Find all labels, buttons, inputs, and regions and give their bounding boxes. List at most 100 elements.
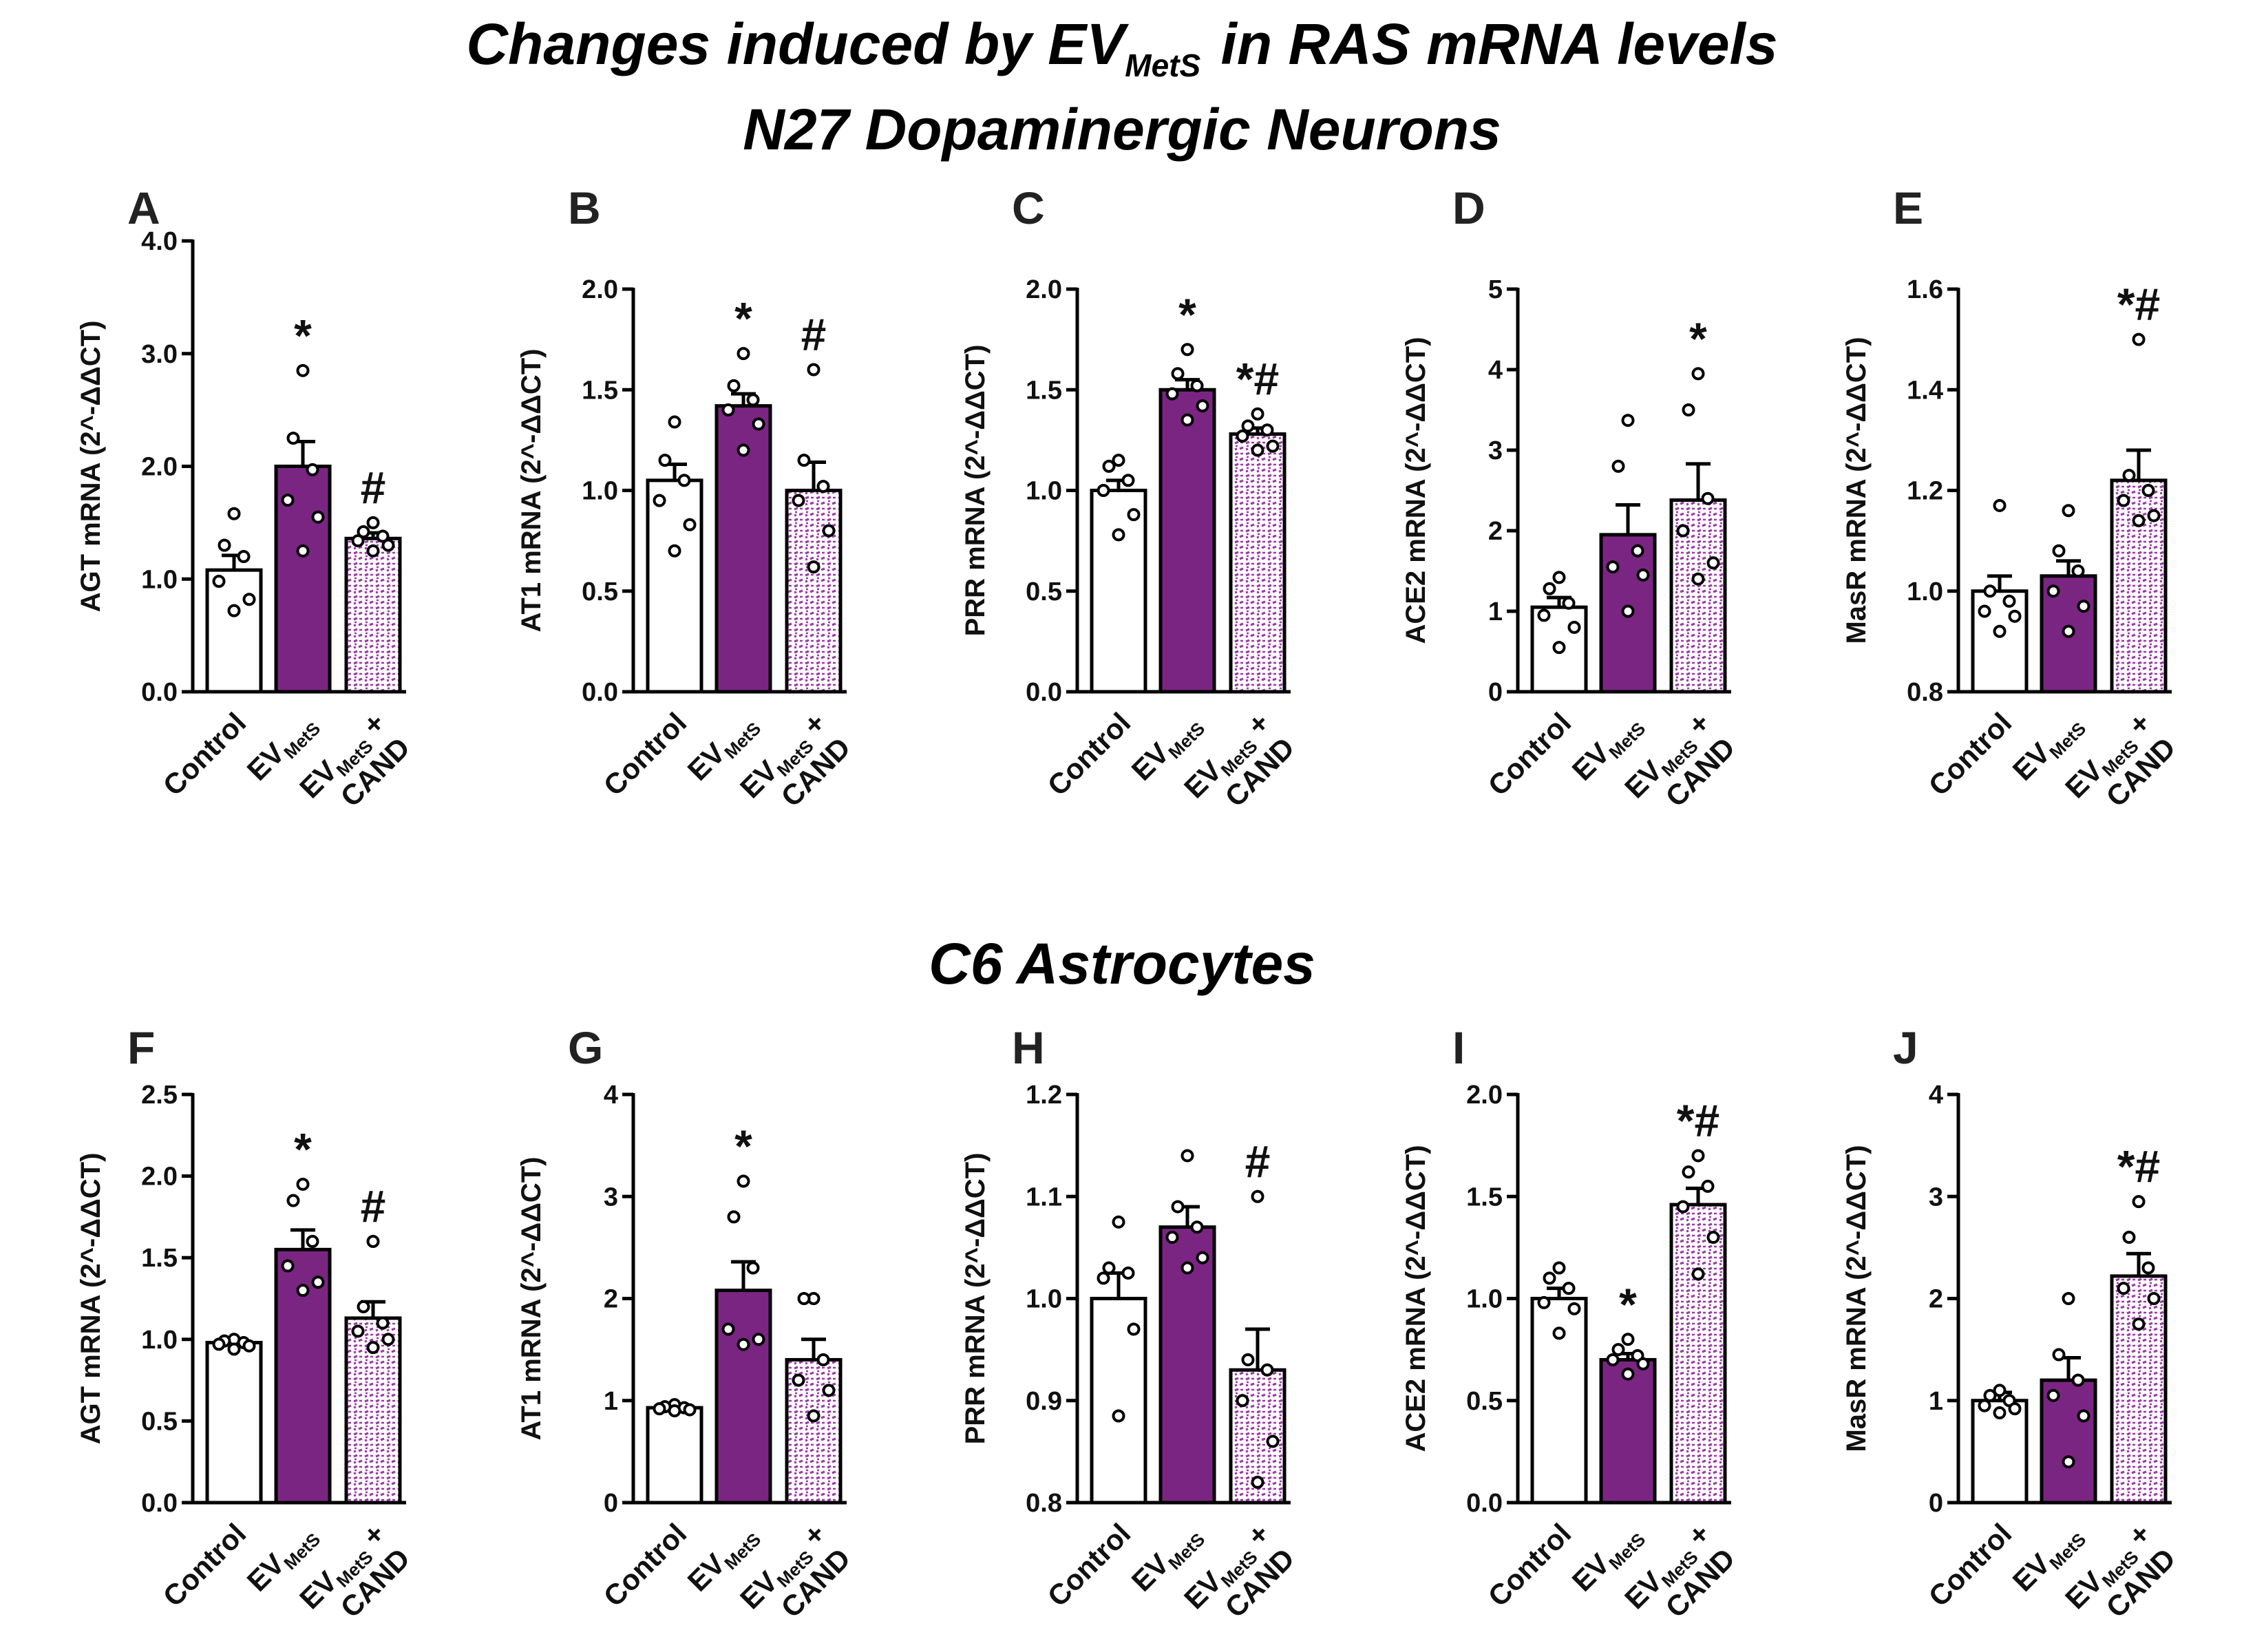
y-tick-label: 1.1 bbox=[1026, 1183, 1062, 1211]
significance-mark: # bbox=[1245, 1136, 1271, 1187]
data-point bbox=[1112, 1215, 1125, 1229]
data-point bbox=[1181, 1149, 1194, 1163]
data-point bbox=[2071, 564, 2085, 578]
data-point bbox=[366, 1341, 380, 1355]
significance-mark: # bbox=[361, 1180, 386, 1231]
data-point bbox=[1181, 413, 1194, 427]
data-point bbox=[1621, 414, 1635, 427]
data-point bbox=[381, 1333, 395, 1346]
data-point bbox=[1636, 1357, 1650, 1370]
data-point bbox=[227, 507, 241, 520]
y-tick-label: 2.0 bbox=[582, 275, 618, 304]
y-axis-label: AT1 mRNA (2^-ΔΔCT) bbox=[516, 349, 547, 633]
data-point bbox=[2008, 609, 2022, 623]
data-point bbox=[1181, 343, 1194, 357]
data-point bbox=[1606, 1353, 1620, 1366]
data-point bbox=[2147, 1292, 2161, 1305]
data-point bbox=[1621, 604, 1635, 618]
y-tick-label: 4 bbox=[1488, 356, 1503, 385]
data-point bbox=[816, 1353, 830, 1366]
data-point bbox=[1196, 399, 1209, 413]
data-point bbox=[1682, 403, 1695, 416]
y-axis-label: ACE2 mRNA (2^-ΔΔCT) bbox=[1401, 337, 1431, 644]
data-point bbox=[1112, 528, 1125, 542]
significance-mark: * bbox=[1689, 313, 1707, 364]
data-point bbox=[807, 363, 821, 377]
data-point bbox=[376, 529, 390, 543]
data-point bbox=[1260, 1363, 1274, 1377]
data-point bbox=[1190, 1220, 1204, 1234]
data-point bbox=[2141, 1261, 2155, 1275]
data-point bbox=[658, 454, 672, 467]
bar bbox=[1229, 432, 1287, 694]
data-point bbox=[1127, 508, 1141, 522]
panel-f: F 0.0 0.5 1.0 1.5 2.0 2.5 AGT mRNA (2^-ΔΔCT) Con… bbox=[76, 1022, 416, 1624]
y-tick-label: 1.0 bbox=[1907, 578, 1943, 606]
y-tick-label: 0.0 bbox=[582, 678, 618, 707]
data-point bbox=[296, 1284, 310, 1298]
data-point bbox=[281, 1259, 295, 1273]
data-point bbox=[1266, 439, 1280, 453]
data-point bbox=[2122, 1231, 2136, 1245]
y-tick-label: 0.5 bbox=[1026, 578, 1062, 606]
significance-mark: * bbox=[294, 1123, 312, 1174]
data-point bbox=[1606, 560, 1620, 574]
y-tick-label: 4.0 bbox=[141, 227, 178, 256]
data-point bbox=[1567, 620, 1581, 634]
data-point bbox=[242, 593, 256, 606]
y-axis-label: MasR mRNA (2^-ΔΔCT) bbox=[1841, 337, 1872, 644]
y-tick-label: 3 bbox=[1929, 1183, 1943, 1211]
panel-letter: A bbox=[127, 182, 160, 233]
data-point bbox=[668, 1404, 681, 1418]
y-tick-label: 1.6 bbox=[1907, 275, 1943, 304]
category-label: Control bbox=[597, 706, 693, 802]
data-point bbox=[357, 525, 370, 538]
data-point bbox=[1196, 1251, 1209, 1264]
y-tick-label: 2.5 bbox=[141, 1081, 178, 1110]
y-tick-label: 2 bbox=[604, 1285, 618, 1314]
data-point bbox=[2046, 1388, 2060, 1402]
data-point bbox=[2132, 1195, 2146, 1209]
significance-mark: * bbox=[1619, 1279, 1637, 1330]
data-point bbox=[281, 494, 295, 507]
data-point bbox=[1552, 641, 1566, 655]
data-point bbox=[1251, 1475, 1264, 1489]
data-point bbox=[381, 538, 395, 552]
panel-c: C 0.0 0.5 1.0 1.5 2.0 PRR mRNA (2^-ΔΔCT) Contro… bbox=[960, 182, 1300, 813]
figure-title: Changes induced by EVMetS in RAS mRNA le… bbox=[0, 12, 2244, 81]
category-main: Control bbox=[157, 1517, 253, 1613]
data-point bbox=[2062, 1292, 2075, 1305]
data-point bbox=[2077, 600, 2090, 613]
data-point bbox=[311, 1275, 325, 1289]
data-point bbox=[1165, 387, 1179, 401]
data-point bbox=[737, 347, 750, 361]
data-point bbox=[286, 432, 300, 445]
data-point bbox=[1691, 1149, 1705, 1163]
data-point bbox=[797, 1292, 811, 1305]
data-point bbox=[1706, 1231, 1720, 1245]
data-point bbox=[668, 544, 681, 558]
bar bbox=[646, 478, 703, 694]
data-point bbox=[306, 1234, 319, 1248]
data-point bbox=[1241, 1353, 1255, 1366]
data-point bbox=[1236, 1394, 1249, 1408]
y-tick-label: 2.0 bbox=[1466, 1081, 1503, 1110]
y-tick-label: 0.8 bbox=[1026, 1489, 1062, 1518]
panel-e: E 0.8 1.0 1.2 1.4 1.6 MasR mRNA (2^-ΔΔCT) Contr… bbox=[1841, 182, 2181, 813]
data-point bbox=[1097, 1271, 1110, 1285]
y-tick-label: 0.5 bbox=[1466, 1387, 1503, 1416]
data-point bbox=[311, 510, 325, 524]
data-point bbox=[2077, 1409, 2090, 1423]
data-point bbox=[683, 1403, 697, 1417]
data-point bbox=[737, 443, 750, 457]
y-tick-label: 1.0 bbox=[141, 565, 178, 594]
y-tick-label: 2.0 bbox=[141, 453, 178, 482]
data-point bbox=[2071, 1373, 2085, 1387]
data-point bbox=[366, 544, 380, 558]
data-point bbox=[752, 417, 765, 431]
figure-title-suffix: in RAS mRNA levels bbox=[1205, 12, 1778, 76]
data-point bbox=[1266, 1434, 1280, 1448]
data-point bbox=[1691, 572, 1705, 586]
data-point bbox=[212, 1337, 226, 1351]
data-point bbox=[1993, 498, 2007, 512]
